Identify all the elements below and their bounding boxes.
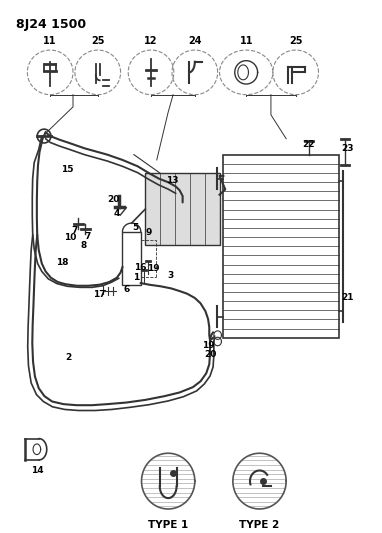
Text: 13: 13 [166,175,178,184]
Text: 8: 8 [81,241,87,251]
Text: TYPE 1: TYPE 1 [148,520,188,530]
Text: 7: 7 [84,232,91,241]
Text: 7: 7 [72,225,78,235]
Text: 24: 24 [188,36,202,46]
Bar [123,232,141,285]
Text: 8J24 1500: 8J24 1500 [16,18,86,31]
Text: TYPE 2: TYPE 2 [240,520,280,530]
Text: 25: 25 [91,36,105,46]
Text: 22: 22 [303,140,315,149]
Bar [223,155,340,338]
Text: 10: 10 [64,233,76,243]
Text: 19: 19 [202,341,214,350]
Text: 18: 18 [56,258,69,267]
Text: 14: 14 [31,466,43,475]
Text: 1: 1 [133,273,139,282]
Text: 2: 2 [65,353,71,362]
Text: 11: 11 [240,36,253,46]
Text: 6: 6 [123,285,129,294]
Text: 23: 23 [341,144,353,153]
Text: 20: 20 [205,350,217,359]
Text: 3: 3 [167,271,173,280]
Text: 9: 9 [146,228,152,237]
Text: 25: 25 [289,36,303,46]
Text: 21: 21 [341,294,353,302]
Text: 15: 15 [61,165,74,174]
Text: 12: 12 [144,36,158,46]
Bar [145,173,220,245]
Text: 19: 19 [147,264,159,273]
Text: 20: 20 [107,195,120,204]
Text: 17: 17 [92,290,105,300]
Text: 5: 5 [133,223,139,232]
Text: 16: 16 [134,263,147,272]
Text: 4: 4 [114,208,120,217]
Text: 11: 11 [44,36,57,46]
